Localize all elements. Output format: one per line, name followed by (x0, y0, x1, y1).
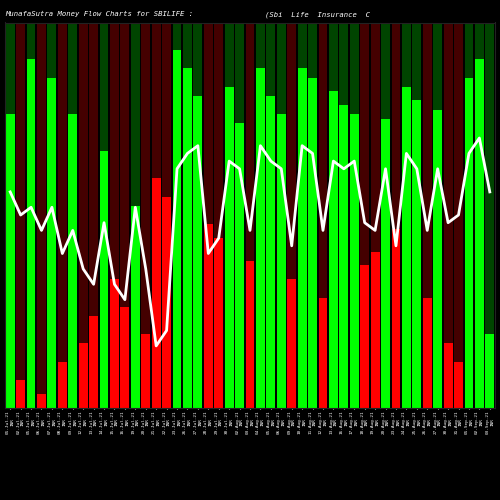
Bar (308, 22, 317, 407)
Bar (214, 22, 223, 407)
Bar (183, 68, 192, 407)
Bar (224, 86, 234, 407)
Bar (318, 298, 328, 408)
Bar (100, 22, 108, 407)
Bar (68, 22, 77, 407)
Bar (433, 110, 442, 408)
Bar (79, 22, 88, 407)
Bar (214, 238, 223, 408)
Bar (298, 68, 306, 407)
Bar (423, 298, 432, 408)
Bar (142, 334, 150, 407)
Bar (340, 22, 348, 407)
Bar (48, 22, 56, 407)
Bar (486, 22, 494, 407)
Bar (162, 196, 171, 408)
Bar (288, 279, 296, 407)
Bar (381, 118, 390, 408)
Bar (308, 78, 317, 407)
Bar (329, 91, 338, 408)
Bar (183, 22, 192, 407)
Bar (89, 22, 98, 407)
Text: MunafaSutra Money Flow Charts for SBILIFE :: MunafaSutra Money Flow Charts for SBILIF… (5, 11, 193, 17)
Bar (475, 22, 484, 407)
Bar (350, 114, 358, 408)
Bar (370, 22, 380, 407)
Bar (340, 105, 348, 408)
Bar (475, 59, 484, 408)
Bar (6, 114, 14, 408)
Bar (235, 22, 244, 407)
Bar (142, 22, 150, 407)
Bar (172, 50, 182, 408)
Bar (454, 362, 463, 408)
Bar (26, 22, 36, 407)
Bar (172, 22, 182, 407)
Bar (381, 22, 390, 407)
Bar (412, 22, 421, 407)
Bar (433, 22, 442, 407)
Bar (131, 22, 140, 407)
Bar (79, 344, 88, 407)
Bar (444, 22, 452, 407)
Bar (131, 206, 140, 408)
Bar (152, 178, 160, 408)
Bar (350, 22, 358, 407)
Bar (277, 114, 285, 408)
Bar (402, 22, 411, 407)
Bar (464, 22, 473, 407)
Bar (277, 22, 285, 407)
Bar (120, 22, 130, 407)
Bar (58, 22, 67, 407)
Bar (120, 306, 130, 408)
Bar (423, 22, 432, 407)
Bar (89, 316, 98, 408)
Bar (6, 22, 14, 407)
Bar (110, 279, 119, 407)
Bar (48, 78, 56, 407)
Bar (204, 22, 212, 407)
Bar (152, 22, 160, 407)
Bar (370, 252, 380, 408)
Bar (194, 96, 202, 408)
Bar (37, 394, 46, 407)
Bar (68, 114, 77, 408)
Bar (224, 22, 234, 407)
Bar (16, 22, 25, 407)
Bar (392, 22, 400, 407)
Bar (266, 22, 276, 407)
Bar (235, 124, 244, 408)
Bar (162, 22, 171, 407)
Bar (58, 362, 67, 408)
Bar (464, 78, 473, 407)
Bar (298, 22, 306, 407)
Bar (194, 22, 202, 407)
Bar (256, 22, 265, 407)
Bar (412, 100, 421, 407)
Bar (360, 22, 369, 407)
Text: (Sbi  Life  Insurance  C: (Sbi Life Insurance C (265, 11, 370, 18)
Bar (402, 86, 411, 407)
Bar (360, 266, 369, 408)
Bar (246, 261, 254, 408)
Bar (26, 59, 36, 408)
Bar (100, 151, 108, 407)
Bar (110, 22, 119, 407)
Bar (392, 229, 400, 408)
Bar (329, 22, 338, 407)
Bar (318, 22, 328, 407)
Bar (37, 22, 46, 407)
Bar (266, 96, 276, 408)
Bar (256, 68, 265, 407)
Bar (204, 224, 212, 408)
Bar (454, 22, 463, 407)
Bar (444, 344, 452, 407)
Bar (246, 22, 254, 407)
Bar (16, 380, 25, 407)
Bar (288, 22, 296, 407)
Bar (486, 334, 494, 407)
